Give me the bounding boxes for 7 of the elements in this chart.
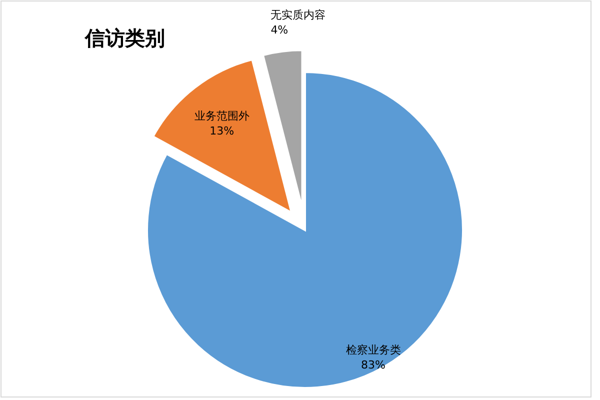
slice-label: 业务范围外 (194, 110, 250, 123)
data-label: 4% (270, 24, 288, 37)
data-label: 83% (361, 358, 386, 372)
slice-label: 检察业务类 (346, 344, 401, 357)
slice-label: 无实质内容 (270, 8, 326, 22)
data-label: 13% (210, 124, 234, 138)
text: 信访类别 (84, 26, 165, 50)
